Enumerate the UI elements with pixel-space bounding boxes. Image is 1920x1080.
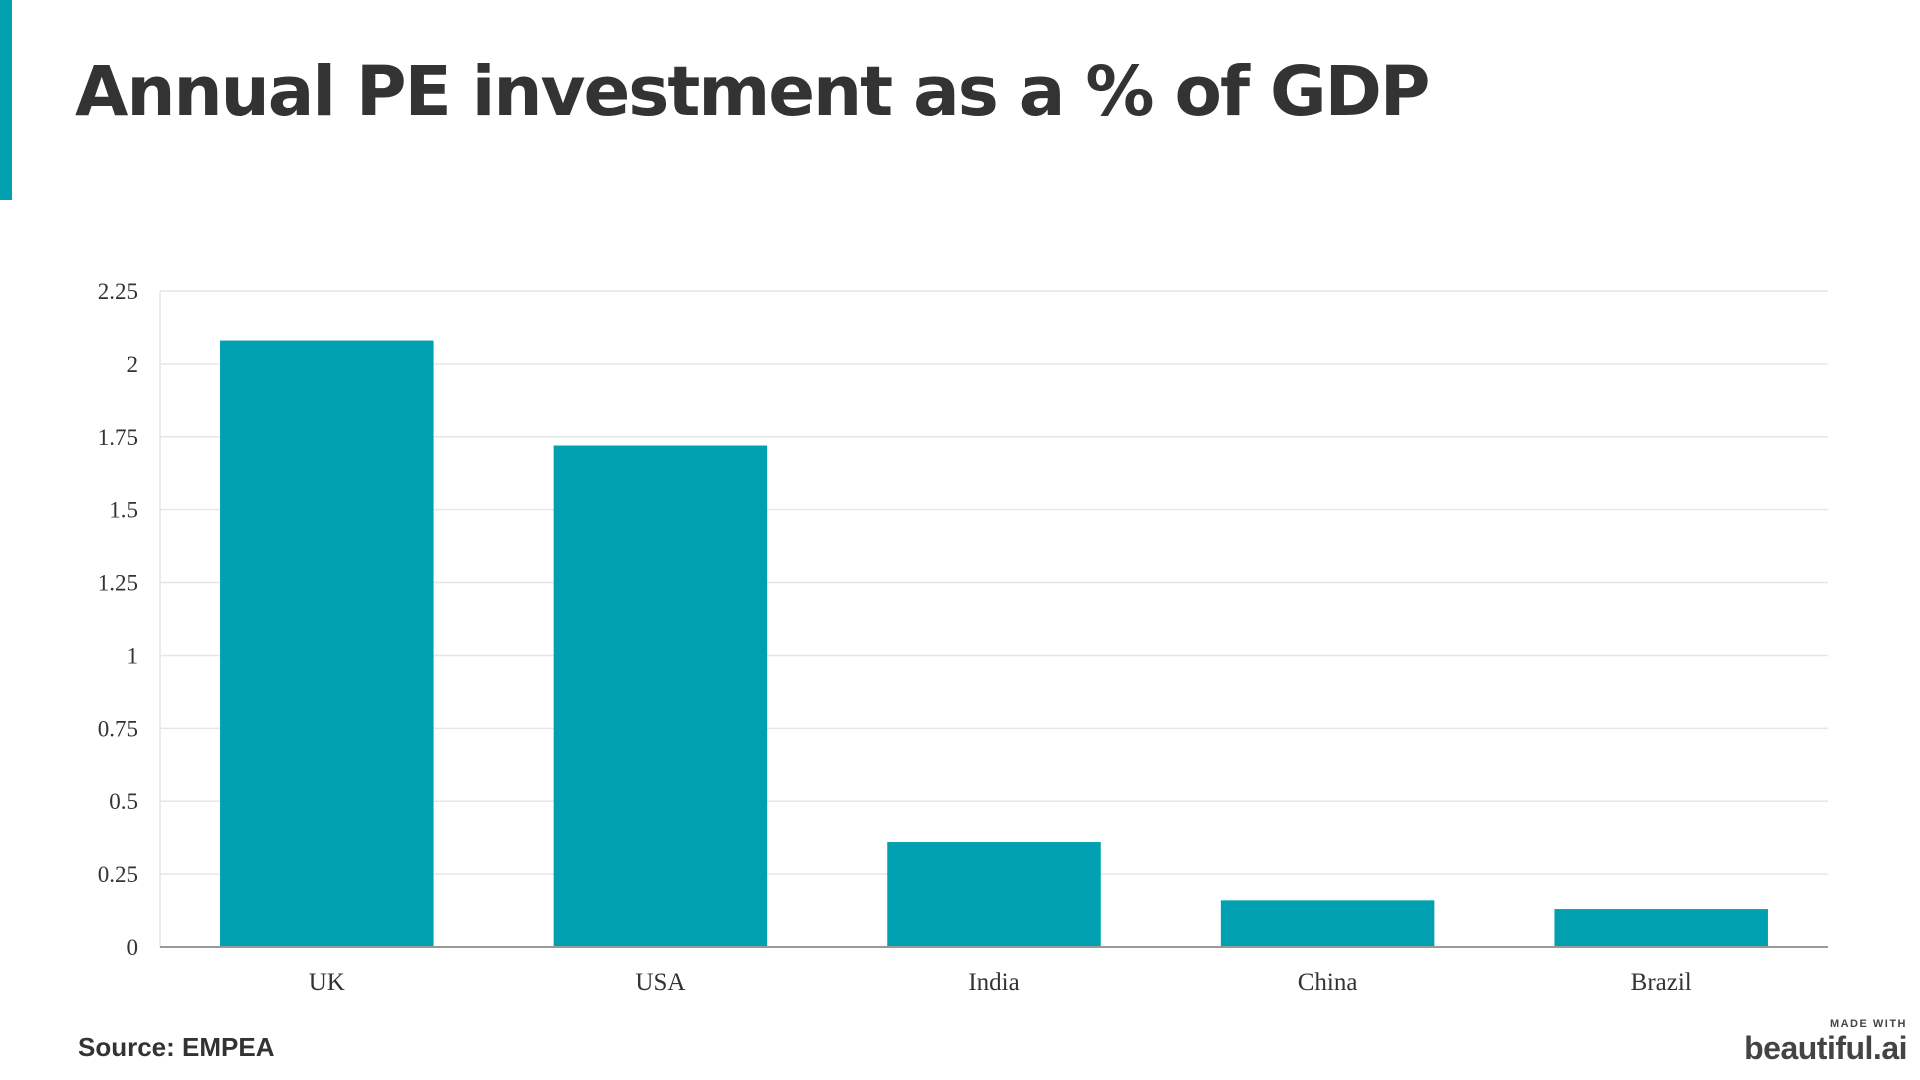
- y-tick-label: 0.75: [98, 716, 138, 741]
- x-tick-label: India: [968, 969, 1019, 996]
- y-tick-label: 1.5: [109, 498, 138, 523]
- y-tick-label: 2: [127, 352, 139, 377]
- bar-uk: [220, 340, 434, 947]
- logo-caption: MADE WITH: [1829, 1018, 1907, 1030]
- chart-title: Annual PE investment as a % of GDP: [75, 52, 1430, 132]
- y-tick-label: 0: [127, 935, 139, 960]
- bar-india: [887, 842, 1101, 947]
- y-tick-label: 1.25: [98, 571, 138, 596]
- x-tick-label: China: [1298, 969, 1358, 996]
- bars: [220, 340, 1768, 947]
- y-tick-label: 0.5: [109, 789, 138, 814]
- accent-bar: [0, 0, 12, 200]
- bar-chart: 0 0.25 0.5 0.75 1 1.25 1.5 1.75 2 2.25 UK USA India C…: [98, 279, 1828, 996]
- logo-wordmark: beautiful.ai: [1744, 1030, 1907, 1066]
- bar-usa: [553, 445, 768, 947]
- x-tick-label: Brazil: [1631, 969, 1692, 996]
- beautiful-ai-logo: MADE WITH beautiful.ai: [1744, 1018, 1907, 1066]
- axes: [159, 291, 1828, 948]
- y-tick-label: 2.25: [98, 279, 138, 304]
- bar-brazil: [1554, 909, 1768, 947]
- source-note: Source: EMPEA: [78, 1032, 275, 1062]
- x-tick-label: USA: [635, 969, 685, 996]
- tick-labels: 0 0.25 0.5 0.75 1 1.25 1.5 1.75 2 2.25 UK USA India C…: [98, 279, 1692, 996]
- y-tick-label: 0.25: [98, 862, 138, 887]
- x-tick-label: UK: [309, 969, 345, 996]
- bar-china: [1220, 900, 1435, 947]
- y-tick-label: 1: [127, 643, 139, 668]
- y-tick-label: 1.75: [98, 425, 138, 450]
